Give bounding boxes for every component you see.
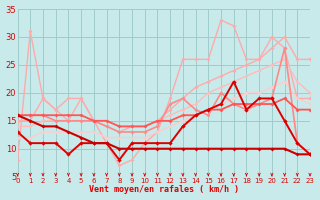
X-axis label: Vent moyen/en rafales ( km/h ): Vent moyen/en rafales ( km/h ) [89,185,239,194]
